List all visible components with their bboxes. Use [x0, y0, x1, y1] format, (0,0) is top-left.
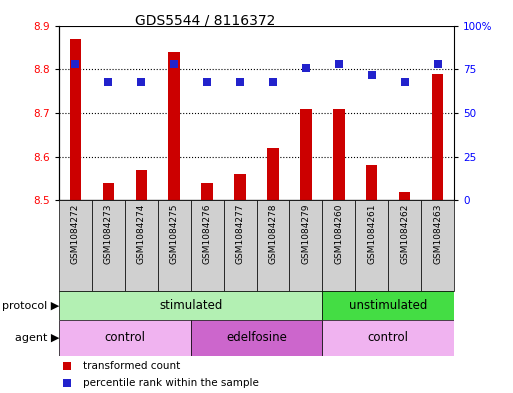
Point — [137, 78, 145, 84]
Bar — [103, 183, 114, 200]
Bar — [92, 200, 125, 291]
Text: GSM1084277: GSM1084277 — [235, 203, 245, 264]
Text: percentile rank within the sample: percentile rank within the sample — [83, 378, 259, 388]
Text: edelfosine: edelfosine — [226, 331, 287, 345]
Point — [433, 61, 442, 67]
Bar — [355, 200, 388, 291]
Point — [71, 61, 80, 67]
Bar — [432, 73, 443, 200]
Text: GSM1084263: GSM1084263 — [433, 203, 442, 264]
Point — [170, 61, 179, 67]
Bar — [125, 200, 158, 291]
Point — [63, 380, 71, 386]
Point — [203, 78, 211, 84]
Bar — [289, 200, 322, 291]
Text: stimulated: stimulated — [159, 299, 222, 312]
Bar — [256, 200, 289, 291]
Bar — [399, 192, 410, 200]
Point — [368, 72, 376, 78]
Bar — [59, 320, 191, 356]
Bar — [333, 108, 345, 200]
Text: protocol ▶: protocol ▶ — [2, 301, 59, 310]
Text: GSM1084262: GSM1084262 — [400, 203, 409, 264]
Bar — [322, 200, 355, 291]
Text: transformed count: transformed count — [83, 360, 180, 371]
Text: GSM1084273: GSM1084273 — [104, 203, 113, 264]
Point — [302, 64, 310, 71]
Point — [401, 78, 409, 84]
Bar — [322, 320, 454, 356]
Bar — [300, 108, 311, 200]
Bar — [234, 174, 246, 200]
Bar — [59, 200, 92, 291]
Bar — [267, 148, 279, 200]
Bar — [168, 52, 180, 200]
Text: GSM1084261: GSM1084261 — [367, 203, 376, 264]
Bar — [70, 39, 81, 200]
Bar — [421, 200, 454, 291]
Bar — [366, 165, 378, 200]
Bar — [158, 200, 191, 291]
Bar — [388, 200, 421, 291]
Text: GSM1084276: GSM1084276 — [203, 203, 212, 264]
Bar — [59, 291, 322, 320]
Text: control: control — [368, 331, 409, 345]
Text: GDS5544 / 8116372: GDS5544 / 8116372 — [135, 14, 275, 28]
Text: GSM1084278: GSM1084278 — [268, 203, 278, 264]
Text: agent ▶: agent ▶ — [14, 333, 59, 343]
Text: GSM1084272: GSM1084272 — [71, 203, 80, 264]
Point — [269, 78, 277, 84]
Point — [63, 362, 71, 369]
Point — [334, 61, 343, 67]
Bar — [322, 291, 454, 320]
Point — [104, 78, 112, 84]
Bar — [224, 200, 256, 291]
Bar — [191, 200, 224, 291]
Bar — [135, 170, 147, 200]
Bar — [202, 183, 213, 200]
Bar — [191, 320, 322, 356]
Text: unstimulated: unstimulated — [349, 299, 427, 312]
Text: GSM1084260: GSM1084260 — [334, 203, 343, 264]
Point — [236, 78, 244, 84]
Text: control: control — [104, 331, 145, 345]
Text: GSM1084274: GSM1084274 — [137, 203, 146, 264]
Text: GSM1084275: GSM1084275 — [170, 203, 179, 264]
Text: GSM1084279: GSM1084279 — [301, 203, 310, 264]
